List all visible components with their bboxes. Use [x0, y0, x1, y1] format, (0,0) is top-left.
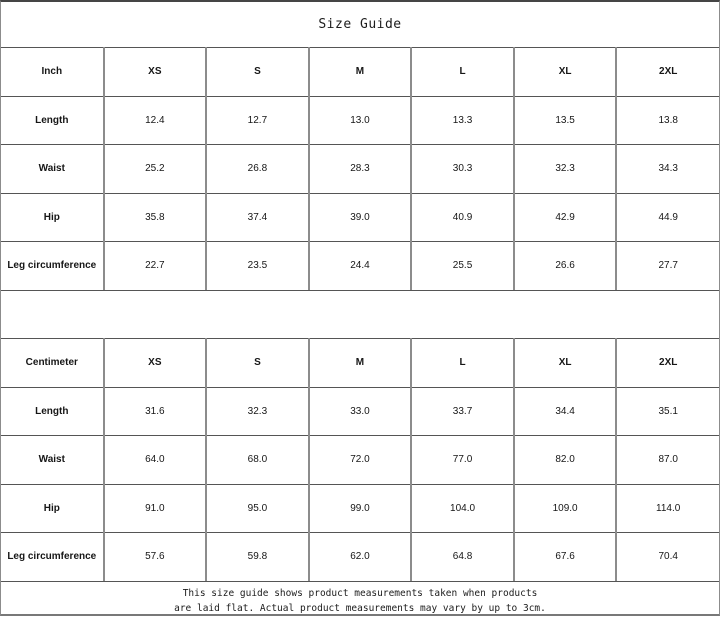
footer-note: This size guide shows product measuremen… [1, 580, 719, 620]
measurement-cell: 114.0 [615, 483, 719, 533]
measurement-cell: 32.3 [512, 144, 617, 193]
size-header-cell: L [410, 338, 514, 387]
measurement-cell: 42.9 [512, 192, 617, 242]
measurement-cell: 59.8 [205, 532, 309, 581]
page-title: Size Guide [318, 17, 402, 32]
size-header-cell: XS [102, 338, 207, 387]
measurement-cell: 34.4 [512, 386, 617, 436]
measurement-cell: 25.5 [410, 241, 514, 290]
measurement-cell: 13.3 [410, 95, 514, 145]
size-header-cell: XL [512, 338, 617, 387]
row-label-cell: Waist [1, 435, 104, 484]
row-label-cell: Leg circumference [1, 241, 104, 290]
size-header-cell: M [307, 338, 412, 387]
row-label-cell: Length [1, 386, 104, 436]
measurement-cell: 25.2 [102, 144, 207, 193]
size-header-cell: L [410, 47, 514, 96]
table-row: Length 31.6 32.3 33.0 33.7 34.4 35.1 [1, 386, 719, 436]
measurement-cell: 77.0 [410, 435, 514, 484]
unit-header-cell: Centimeter [25, 357, 78, 369]
measurement-cell: 22.7 [102, 241, 207, 290]
measurement-cell: 32.3 [205, 386, 309, 436]
measurement-cell: 40.9 [410, 192, 514, 242]
row-label-cell: Leg circumference [1, 532, 104, 581]
table-row: Hip 91.0 95.0 99.0 104.0 109.0 114.0 [1, 483, 719, 533]
row-label-cell: Hip [1, 192, 104, 242]
measurement-cell: 26.8 [205, 144, 309, 193]
measurement-cell: 30.3 [410, 144, 514, 193]
size-header-cell: S [205, 338, 309, 387]
measurement-cell: 44.9 [615, 192, 719, 242]
measurement-cell: 67.6 [512, 532, 617, 581]
table-spacer [1, 289, 719, 338]
measurement-cell: 35.1 [615, 386, 719, 436]
measurement-cell: 12.7 [205, 95, 309, 145]
measurement-cell: 24.4 [307, 241, 412, 290]
size-header-cell: 2XL [615, 338, 719, 387]
centimeter-size-table: Centimeter XS S M L XL 2XL Length 31.6 32.3 33.0 33… [1, 338, 719, 581]
table-row: Waist 64.0 68.0 72.0 77.0 82.0 87.0 [1, 435, 719, 484]
measurement-cell: 95.0 [205, 483, 309, 533]
unit-header-cell: Inch [41, 66, 63, 78]
measurement-cell: 26.6 [512, 241, 617, 290]
measurement-cell: 72.0 [307, 435, 412, 484]
size-header-cell: 2XL [615, 47, 719, 96]
measurement-cell: 104.0 [410, 483, 514, 533]
measurement-cell: 109.0 [512, 483, 617, 533]
inch-size-table: Inch XS S M L XL 2XL Length 12.4 12.7 13.0 13.3 13.5… [1, 47, 719, 290]
measurement-cell: 39.0 [307, 192, 412, 242]
measurement-cell: 64.8 [410, 532, 514, 581]
measurement-cell: 34.3 [615, 144, 719, 193]
table-row: Length 12.4 12.7 13.0 13.3 13.5 13.8 [1, 95, 719, 145]
size-header-row: Inch XS S M L XL 2XL [1, 47, 719, 96]
measurement-cell: 68.0 [205, 435, 309, 484]
table-row: Hip 35.8 37.4 39.0 40.9 42.9 44.9 [1, 192, 719, 242]
table-row: Waist 25.2 26.8 28.3 30.3 32.3 34.3 [1, 144, 719, 193]
footer-line-1: This size guide shows product measuremen… [182, 587, 538, 599]
measurement-cell: 82.0 [512, 435, 617, 484]
measurement-cell: 57.6 [102, 532, 207, 581]
measurement-cell: 99.0 [307, 483, 412, 533]
measurement-cell: 13.5 [512, 95, 617, 145]
row-label-cell: Waist [1, 144, 104, 193]
measurement-cell: 37.4 [205, 192, 309, 242]
size-header-cell: M [307, 47, 412, 96]
measurement-cell: 28.3 [307, 144, 412, 193]
measurement-cell: 31.6 [102, 386, 207, 436]
row-label-cell: Length [1, 95, 104, 145]
measurement-cell: 35.8 [102, 192, 207, 242]
row-label-cell: Hip [1, 483, 104, 533]
measurement-cell: 70.4 [615, 532, 719, 581]
measurement-cell: 91.0 [102, 483, 207, 533]
table-row: Leg circumference 57.6 59.8 62.0 64.8 67.6 70.… [1, 532, 719, 581]
measurement-cell: 23.5 [205, 241, 309, 290]
footer-line-2: are laid flat. Actual product measuremen… [174, 602, 546, 614]
size-header-cell: XS [102, 47, 207, 96]
size-header-cell: S [205, 47, 309, 96]
size-header-cell: XL [512, 47, 617, 96]
measurement-cell: 87.0 [615, 435, 719, 484]
measurement-cell: 27.7 [615, 241, 719, 290]
measurement-cell: 12.4 [102, 95, 207, 145]
measurement-cell: 13.0 [307, 95, 412, 145]
measurement-cell: 13.8 [615, 95, 719, 145]
measurement-cell: 62.0 [307, 532, 412, 581]
measurement-cell: 33.0 [307, 386, 412, 436]
measurement-cell: 64.0 [102, 435, 207, 484]
size-header-row: Centimeter XS S M L XL 2XL [1, 338, 719, 387]
measurement-cell: 33.7 [410, 386, 514, 436]
table-row: Leg circumference 22.7 23.5 24.4 25.5 26.6 27.… [1, 241, 719, 290]
